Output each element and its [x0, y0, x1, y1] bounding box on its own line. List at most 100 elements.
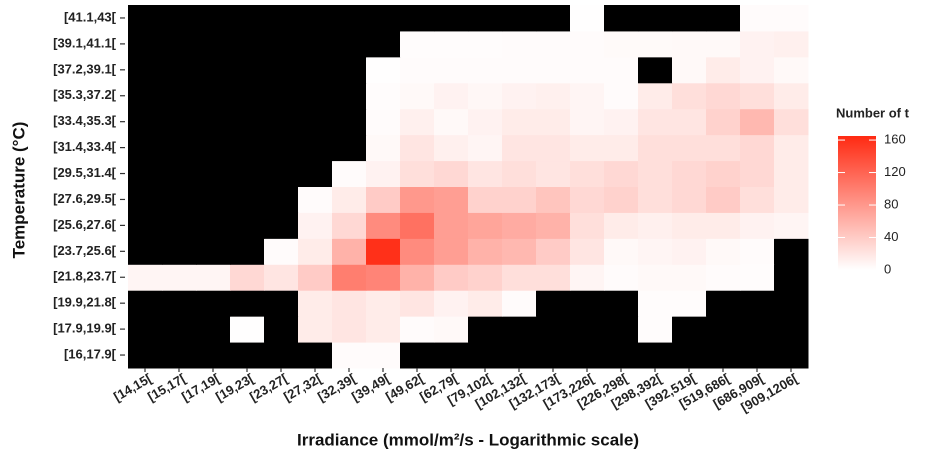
y-tick-label: [39.1,41.1[: [53, 35, 117, 50]
heat-cell: [706, 212, 741, 239]
na-cell: [162, 212, 197, 239]
na-cell: [468, 5, 503, 32]
na-cell: [128, 82, 163, 110]
heat-cell: [706, 134, 741, 162]
heat-cell: [400, 30, 435, 58]
y-tick-label: [25.6,27.6[: [53, 217, 117, 232]
colorbar-label: 80: [884, 196, 898, 211]
heat-cell: [502, 160, 537, 187]
na-cell: [536, 316, 571, 343]
heat-cell: [400, 134, 435, 162]
na-cell: [604, 316, 639, 343]
na-cell: [264, 30, 299, 58]
na-cell: [128, 30, 163, 58]
y-tick-label: [33.4,35.3[: [53, 113, 117, 128]
na-cell: [264, 160, 299, 187]
na-cell: [162, 290, 197, 317]
na-cell: [230, 342, 265, 369]
heat-cell: [570, 30, 605, 58]
heat-cell: [638, 186, 673, 213]
na-cell: [196, 342, 231, 369]
na-cell: [536, 5, 571, 32]
heat-cell: [706, 82, 741, 110]
heat-cell: [298, 186, 333, 213]
heat-cell: [570, 212, 605, 239]
heat-cell: [604, 108, 639, 136]
heat-cell: [638, 264, 673, 291]
na-cell: [264, 56, 299, 84]
heat-cell: [536, 82, 571, 110]
na-cell: [230, 56, 265, 84]
heat-cell: [366, 108, 401, 136]
heat-cell: [740, 134, 775, 162]
na-cell: [536, 342, 571, 369]
heat-cell: [570, 5, 605, 32]
na-cell: [298, 134, 333, 162]
x-tick-label: [19,23[: [213, 370, 257, 404]
y-axis-title: Temperature (°C): [9, 122, 28, 259]
heat-cell: [536, 56, 571, 84]
y-tick-label: [19.9,21.8[: [53, 295, 117, 310]
na-cell: [672, 342, 707, 369]
heat-cell: [672, 82, 707, 110]
na-cell: [196, 82, 231, 110]
na-cell: [536, 290, 571, 317]
heat-cell: [536, 160, 571, 187]
x-tick-label: [14,15[: [111, 370, 155, 404]
na-cell: [740, 290, 775, 317]
heat-cell: [570, 134, 605, 162]
na-cell: [128, 186, 163, 213]
na-cell: [332, 82, 367, 110]
heat-cell: [400, 290, 435, 317]
na-cell: [128, 316, 163, 343]
heat-cell: [366, 56, 401, 84]
na-cell: [230, 134, 265, 162]
na-cell: [264, 316, 299, 343]
na-cell: [332, 30, 367, 58]
na-cell: [196, 5, 231, 32]
heat-cell: [740, 160, 775, 187]
na-cell: [638, 342, 673, 369]
x-tick-label: [49,62[: [383, 370, 427, 404]
heat-cell: [570, 238, 605, 265]
heat-cell: [740, 186, 775, 213]
heat-cell: [400, 82, 435, 110]
heat-cell: [366, 186, 401, 213]
heat-cell: [434, 212, 469, 239]
y-tick-label: [35.3,37.2[: [53, 87, 117, 102]
heat-cell: [366, 238, 401, 265]
heat-cell: [298, 264, 333, 291]
heat-cell: [774, 186, 809, 213]
na-cell: [196, 238, 231, 265]
heat-cell: [536, 30, 571, 58]
heat-cell: [128, 264, 163, 291]
heat-cell: [536, 108, 571, 136]
heat-cell: [332, 264, 367, 291]
heat-cell: [706, 238, 741, 265]
na-cell: [264, 290, 299, 317]
na-cell: [230, 5, 265, 32]
heat-cell: [468, 56, 503, 84]
heat-cell: [366, 82, 401, 110]
na-cell: [468, 342, 503, 369]
y-tick-label: [37.2,39.1[: [53, 61, 117, 76]
heat-cell: [740, 30, 775, 58]
y-tick-label: [23.7,25.6[: [53, 243, 117, 258]
heat-cell: [400, 56, 435, 84]
na-cell: [706, 290, 741, 317]
na-cell: [638, 56, 673, 84]
colorbar-label: 160: [884, 131, 906, 146]
heat-cell: [706, 108, 741, 136]
na-cell: [196, 160, 231, 187]
heat-cell: [774, 134, 809, 162]
na-cell: [162, 108, 197, 136]
na-cell: [162, 238, 197, 265]
na-cell: [230, 238, 265, 265]
na-cell: [128, 108, 163, 136]
colorbar: [838, 136, 876, 270]
heat-cell: [774, 108, 809, 136]
heat-cell: [740, 238, 775, 265]
heat-cell: [400, 316, 435, 343]
heat-cell: [366, 212, 401, 239]
heat-cell: [400, 212, 435, 239]
